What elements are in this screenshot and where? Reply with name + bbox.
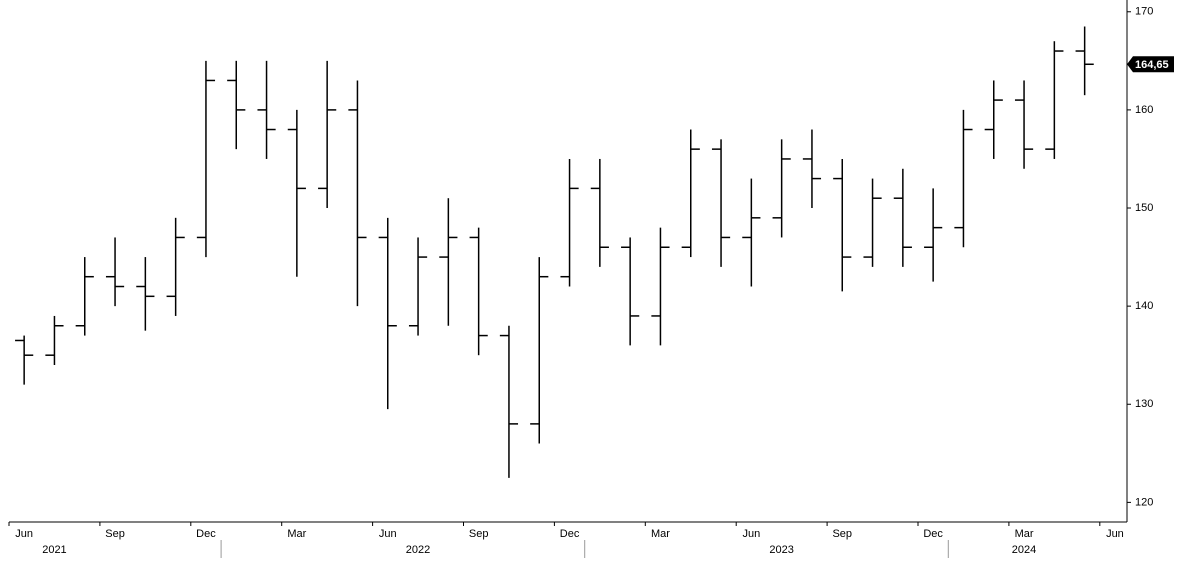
x-tick-label: Dec [560,528,580,540]
x-tick-label: Sep [832,528,852,540]
y-tick-label: 140 [1135,300,1153,312]
x-tick-label: Mar [287,528,306,540]
y-tick-label: 150 [1135,202,1153,214]
x-tick-label: Jun [15,528,33,540]
year-label: 2021 [42,544,66,556]
y-tick-label: 130 [1135,398,1153,410]
year-label: 2024 [1012,544,1036,556]
y-tick-label: 120 [1135,496,1153,508]
last-price-box [1127,56,1174,73]
y-tick-label: 170 [1135,6,1153,18]
x-tick-label: Dec [923,528,943,540]
x-tick-label: Jun [1106,528,1124,540]
year-label: 2022 [406,544,430,556]
x-tick-label: Jun [379,528,397,540]
x-tick-label: Dec [196,528,216,540]
last-price-label: 164,65 [1135,59,1169,71]
year-label: 2023 [769,544,793,556]
x-tick-label: Mar [651,528,670,540]
x-tick-label: Mar [1015,528,1034,540]
x-tick-label: Jun [742,528,760,540]
x-tick-label: Sep [105,528,125,540]
y-tick-label: 160 [1135,104,1153,116]
x-tick-label: Sep [469,528,489,540]
